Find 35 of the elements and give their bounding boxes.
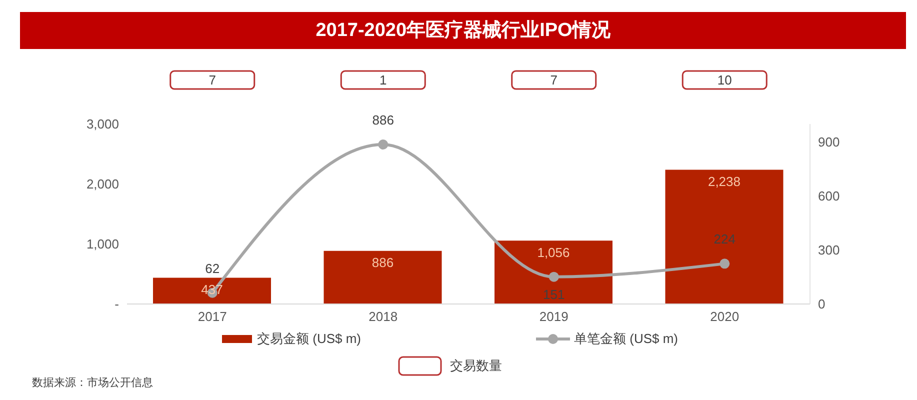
y2-tick-label: 0 — [818, 296, 826, 312]
point — [378, 140, 388, 150]
data-label: 224 — [714, 232, 736, 247]
data-label: 10 — [717, 72, 732, 88]
legend-label: 交易金额 (US$ m) — [257, 330, 361, 348]
data-label: 2,238 — [708, 174, 741, 189]
point — [720, 258, 730, 269]
y2-tick-label: 900 — [818, 134, 840, 150]
source-note: 数据来源：市场公开信息 — [32, 376, 153, 390]
point — [548, 272, 559, 282]
legend-label: 单笔金额 (US$ m) — [574, 330, 678, 348]
data-label: 1,056 — [537, 244, 570, 260]
data-label: 151 — [543, 286, 565, 302]
y2-tick-label: 300 — [818, 242, 840, 258]
data-label: 886 — [372, 255, 394, 270]
chart-title: 2017-2020年医疗器械行业IPO情况 — [20, 12, 906, 49]
data-label: 7 — [550, 72, 558, 88]
bar — [665, 170, 784, 304]
x-tick-label: 2018 — [368, 309, 398, 324]
data-label: 7 — [208, 72, 216, 88]
bar — [494, 240, 612, 304]
y-tick-label: 2,000 — [86, 176, 119, 192]
data-label: 1 — [380, 72, 387, 88]
bar — [153, 278, 271, 304]
y-tick-label: 3,000 — [86, 116, 119, 132]
y-tick-label: 1,000 — [86, 236, 119, 252]
x-tick-label: 2019 — [539, 309, 568, 324]
x-tick-label: 2017 — [198, 309, 227, 324]
data-label: 62 — [205, 260, 220, 276]
x-tick-label: 2020 — [710, 309, 740, 324]
y-tick-label: - — [114, 296, 119, 312]
y2-tick-label: 600 — [818, 188, 840, 204]
legend-label: 交易数量 — [450, 357, 502, 375]
data-label: 886 — [372, 112, 394, 128]
bar — [324, 250, 442, 304]
